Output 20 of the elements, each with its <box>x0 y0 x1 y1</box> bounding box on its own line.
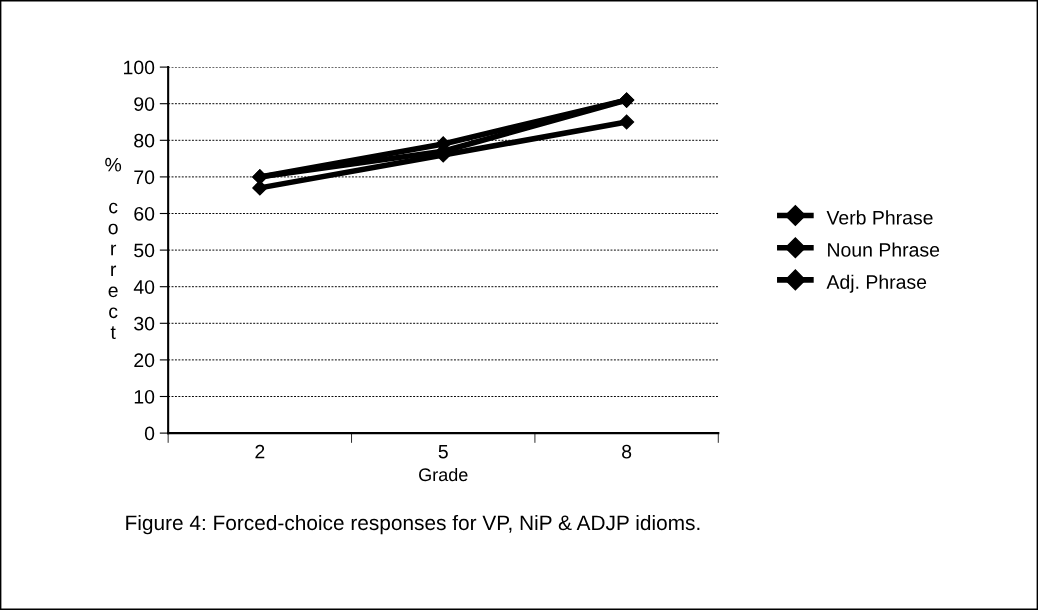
y-tick-label: 30 <box>134 316 155 331</box>
text: % correct <box>105 157 122 340</box>
legend-label: Noun Phrase <box>828 242 940 257</box>
x-tick-label: 2 <box>255 444 265 459</box>
y-tick-label: 60 <box>134 206 155 221</box>
y-tick-label: 10 <box>134 389 155 404</box>
caption: Figure 4: Forced-choice responses for VP, NiP & ADJP idioms. <box>126 514 700 535</box>
y-tick-label: 50 <box>134 243 155 258</box>
y-tick-label: 40 <box>133 280 155 294</box>
y-tick-label: 80 <box>134 133 155 148</box>
y-tick-label: 100 <box>124 60 155 75</box>
legend-label: Adj. Phrase <box>826 274 927 293</box>
x-tick-label: 8 <box>622 444 632 459</box>
y-tick-label: 70 <box>134 170 155 185</box>
y-tick-label: 20 <box>134 353 155 368</box>
y-tick-label: 90 <box>134 97 155 111</box>
legend-label: Verb Phrase <box>826 210 933 225</box>
y-tick-label: 0 <box>144 426 155 441</box>
x-axis-title: Grade <box>419 467 468 482</box>
x-tick-label: 5 <box>438 444 448 459</box>
